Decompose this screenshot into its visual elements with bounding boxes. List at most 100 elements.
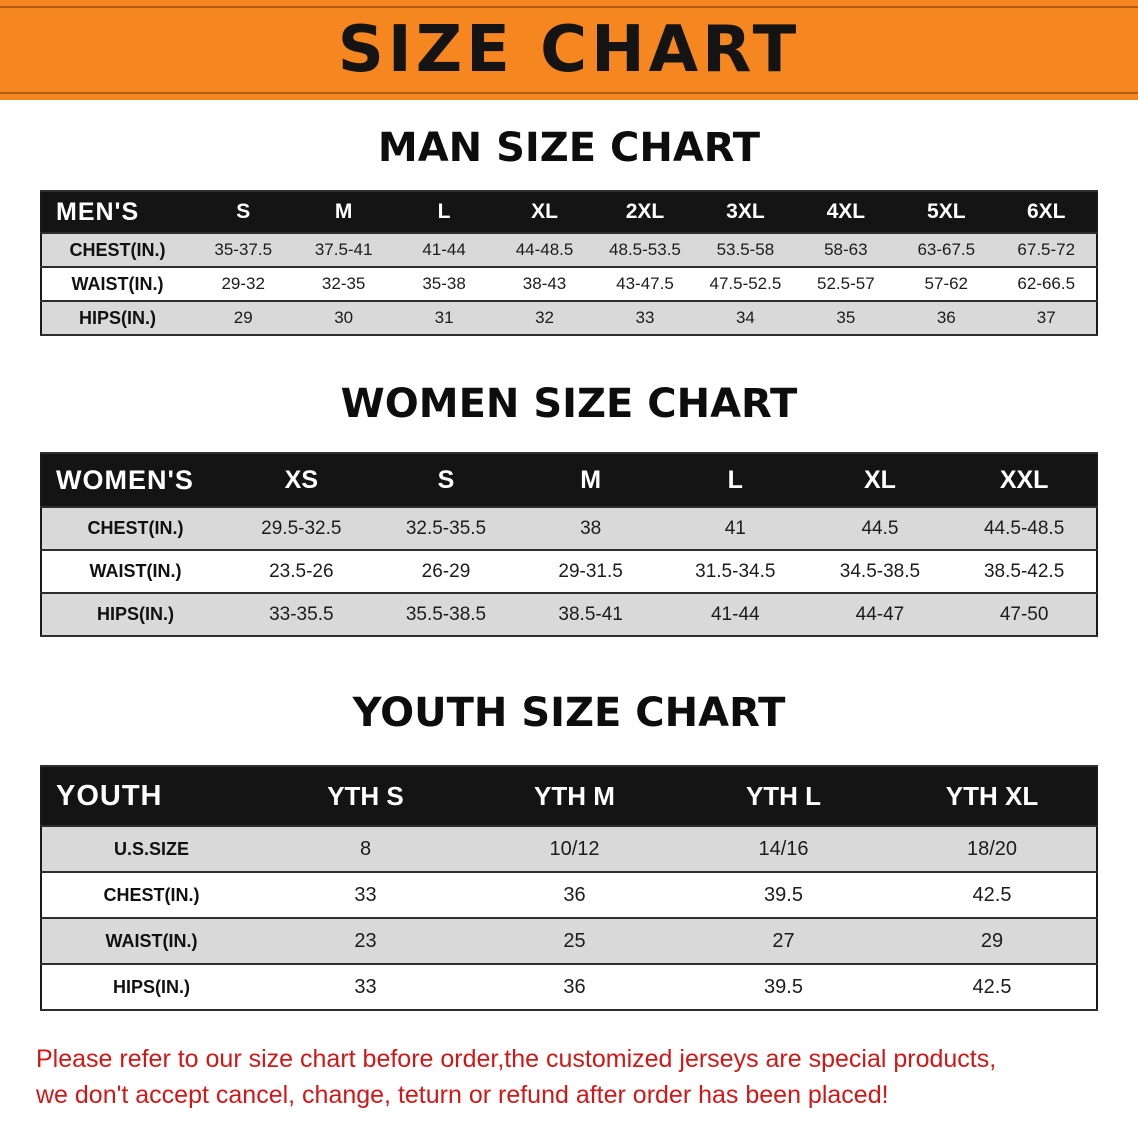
- order-notice: Please refer to our size chart before or…: [36, 1041, 1138, 1114]
- table-row: WAIST(IN.) 23.5-26 26-29 29-31.5 31.5-34.5 34…: [41, 549, 1097, 594]
- column-header: 5XL: [896, 190, 997, 234]
- notice-line-2: we don't accept cancel, change, teturn o…: [36, 1081, 889, 1110]
- column-header: XS: [229, 452, 374, 508]
- table-cell: 44.5: [807, 506, 953, 551]
- column-header: 2XL: [594, 190, 696, 234]
- column-header: YTH XL: [888, 765, 1097, 827]
- table-header-row: MEN'S S M L XL 2XL 3XL 4XL 5XL 6XL: [41, 190, 1097, 234]
- table-cell: 62-66.5: [996, 266, 1097, 302]
- table-cell: 31.5-34.5: [662, 549, 808, 594]
- column-header: 6XL: [996, 190, 1097, 234]
- table-cell: 27: [679, 917, 888, 965]
- row-label: HIPS(IN.): [41, 963, 261, 1011]
- table-cell: 36: [470, 871, 679, 919]
- column-header: YTH M: [470, 765, 679, 827]
- table-cell: 63-67.5: [896, 232, 997, 268]
- table-cell: 23: [261, 917, 470, 965]
- table-cell: 35-37.5: [193, 232, 294, 268]
- table-row: WAIST(IN.) 29-32 32-35 35-38 38-43 43-47.5 47.…: [41, 266, 1097, 302]
- table-cell: 39.5: [679, 963, 888, 1011]
- table-cell: 44.5-48.5: [952, 506, 1097, 551]
- table-row: HIPS(IN.) 33-35.5 35.5-38.5 38.5-41 41-44 44-…: [41, 592, 1097, 637]
- row-label: WAIST(IN.): [41, 266, 193, 302]
- column-header: YTH S: [261, 765, 470, 827]
- row-label: HIPS(IN.): [41, 592, 229, 637]
- table-cell: 32.5-35.5: [373, 506, 519, 551]
- notice-line-1: Please refer to our size chart before or…: [36, 1045, 997, 1073]
- column-header: S: [373, 452, 519, 508]
- table-cell: 41: [662, 506, 808, 551]
- size-chart-section: YOUTH SIZE CHART YOUTH YTH S YTH M YTH L YTH…: [0, 691, 1138, 1011]
- table-cell: 29.5-32.5: [229, 506, 374, 551]
- column-header: L: [662, 452, 808, 508]
- table-cell: 35: [795, 300, 897, 336]
- table-cell: 53.5-58: [695, 232, 796, 268]
- table-cell: 33: [594, 300, 696, 336]
- table-cell: 44-47: [807, 592, 953, 637]
- column-header: S: [193, 190, 294, 234]
- table-cell: 43-47.5: [594, 266, 696, 302]
- table-row: HIPS(IN.) 29 30 31 32 33 34 35 36 37: [41, 300, 1097, 336]
- table-cell: 32: [494, 300, 595, 336]
- table-cell: 25: [470, 917, 679, 965]
- table-cell: 29: [888, 917, 1097, 965]
- table-cell: 18/20: [888, 825, 1097, 873]
- table-row: CHEST(IN.) 35-37.5 37.5-41 41-44 44-48.5 48.5…: [41, 232, 1097, 268]
- table-cell: 29-31.5: [518, 549, 663, 594]
- table-header-row: YOUTH YTH S YTH M YTH L YTH XL: [41, 765, 1097, 827]
- table-cell: 30: [293, 300, 394, 336]
- table-row: CHEST(IN.) 29.5-32.5 32.5-35.5 38 41 44.5 44.5…: [41, 506, 1097, 551]
- row-label: HIPS(IN.): [41, 300, 193, 336]
- table-cell: 44-48.5: [494, 232, 595, 268]
- table-cell: 42.5: [888, 963, 1097, 1011]
- row-label: CHEST(IN.): [41, 871, 261, 919]
- table-row: U.S.SIZE 8 10/12 14/16 18/20: [41, 825, 1097, 873]
- table-cell: 14/16: [679, 825, 888, 873]
- page-title: SIZE CHART: [337, 13, 801, 87]
- table-cell: 35.5-38.5: [373, 592, 519, 637]
- table-cell: 58-63: [795, 232, 897, 268]
- table-cell: 47.5-52.5: [695, 266, 796, 302]
- table-cell: 35-38: [393, 266, 495, 302]
- table-header-row: WOMEN'S XS S M L XL XXL: [41, 452, 1097, 508]
- table-cell: 38.5-41: [518, 592, 663, 637]
- size-table: YOUTH YTH S YTH M YTH L YTH XL U.S.SIZE 8 10/1…: [40, 765, 1098, 1011]
- size-table: MEN'S S M L XL 2XL 3XL 4XL 5XL 6XL CHEST(IN.) 35-3…: [40, 190, 1098, 336]
- table-cell: 38: [518, 506, 663, 551]
- column-header: L: [393, 190, 495, 234]
- table-row: CHEST(IN.) 33 36 39.5 42.5: [41, 871, 1097, 919]
- table-cell: 41-44: [393, 232, 495, 268]
- table-cell: 31: [393, 300, 495, 336]
- column-header: 3XL: [695, 190, 796, 234]
- table-cell: 57-62: [896, 266, 997, 302]
- row-label: CHEST(IN.): [41, 232, 193, 268]
- charts-container: MAN SIZE CHART MEN'S S M L XL 2XL 3XL 4XL 5XL 6XL…: [0, 126, 1138, 1011]
- table-cell: 32-35: [293, 266, 394, 302]
- table-row: WAIST(IN.) 23 25 27 29: [41, 917, 1097, 965]
- table-cell: 33-35.5: [229, 592, 374, 637]
- column-header: XXL: [952, 452, 1097, 508]
- table-cell: 8: [261, 825, 470, 873]
- table-cell: 36: [470, 963, 679, 1011]
- size-chart-section: WOMEN SIZE CHART WOMEN'S XS S M L XL XXL CHEST…: [0, 382, 1138, 637]
- column-header: YTH L: [679, 765, 888, 827]
- column-header: M: [518, 452, 663, 508]
- column-header: XL: [494, 190, 595, 234]
- table-cell: 37.5-41: [293, 232, 394, 268]
- size-chart-section: MAN SIZE CHART MEN'S S M L XL 2XL 3XL 4XL 5XL 6XL…: [0, 126, 1138, 336]
- table-cell: 23.5-26: [229, 549, 374, 594]
- table-cell: 42.5: [888, 871, 1097, 919]
- table-cell: 10/12: [470, 825, 679, 873]
- row-label: WAIST(IN.): [41, 549, 229, 594]
- size-table: WOMEN'S XS S M L XL XXL CHEST(IN.) 29.5-32.5 32.…: [40, 452, 1098, 637]
- table-cell: 29: [193, 300, 294, 336]
- table-cell: 52.5-57: [795, 266, 897, 302]
- table-cell: 29-32: [193, 266, 294, 302]
- table-cell: 33: [261, 871, 470, 919]
- table-cell: 36: [896, 300, 997, 336]
- table-title-cell: MEN'S: [41, 190, 193, 234]
- table-cell: 41-44: [662, 592, 808, 637]
- table-row: HIPS(IN.) 33 36 39.5 42.5: [41, 963, 1097, 1011]
- table-cell: 34: [695, 300, 796, 336]
